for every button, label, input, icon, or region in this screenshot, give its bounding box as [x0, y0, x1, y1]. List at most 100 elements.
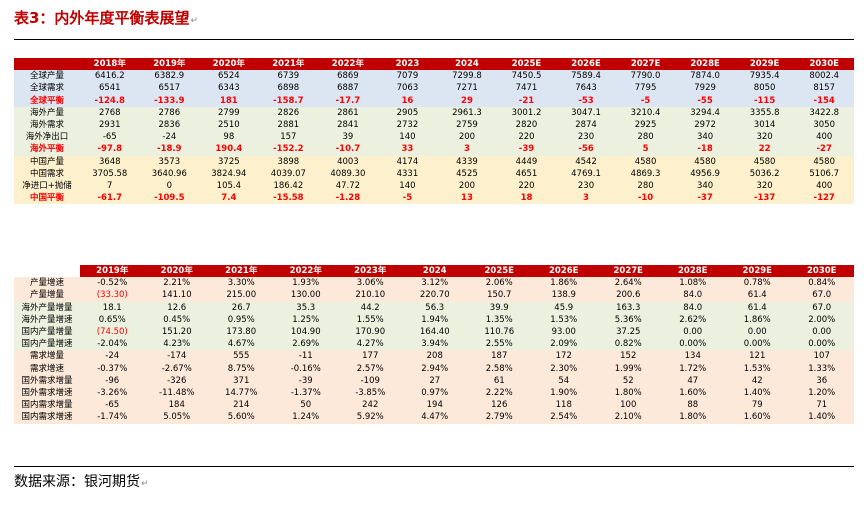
table-cell: 230: [556, 180, 616, 193]
table-cell: 61.4: [725, 301, 790, 314]
paragraph-mark: ↵: [190, 16, 198, 26]
table-cell: 1.93%: [273, 277, 338, 290]
table-cell: -97.8: [80, 143, 140, 156]
table-cell: 7271: [437, 82, 497, 95]
table-cell: 280: [615, 180, 676, 193]
column-header: 2021年: [209, 265, 274, 278]
table-cell: 2.30%: [531, 362, 596, 375]
table-cell: 79: [725, 399, 790, 412]
table-cell: 2.57%: [338, 362, 403, 375]
table-cell: 47: [660, 374, 725, 388]
table-cell: 4339: [437, 155, 497, 168]
table-cell: 2.94%: [402, 362, 467, 375]
table-cell: -158.7: [258, 94, 319, 107]
table-cell: 1.72%: [660, 362, 725, 375]
table-cell: 7935.4: [734, 70, 795, 83]
table-row: 中国平衡 -61.7 -109.5 7.4 -15.58 -1.28 -5 13 18 3 -10-…: [14, 192, 854, 205]
table-cell: 67.0: [789, 289, 854, 302]
table-cell: 2.21%: [144, 277, 209, 290]
table-cell: 130.00: [273, 289, 338, 302]
table-cell: 6887: [318, 82, 378, 95]
row-label: 全球平衡: [14, 94, 80, 107]
table-cell: 27: [402, 374, 467, 388]
table-cell: 3050: [794, 119, 854, 132]
table-cell: 0.97%: [402, 387, 467, 400]
table-cell: -2.04%: [80, 338, 145, 351]
table-cell: 3294.4: [675, 106, 735, 120]
table-cell: 208: [402, 350, 467, 363]
table-cell: -0.37%: [80, 362, 145, 375]
table-cell: 1.55%: [338, 313, 403, 327]
table-row: 国内需求增速 -1.74% 5.05% 5.60% 1.24% 5.92% 4.47% 2.7…: [14, 411, 854, 424]
table-cell: 184: [144, 399, 209, 412]
table-cell: 47.72: [318, 180, 378, 193]
row-label: 国内需求增速: [14, 411, 80, 424]
table-cell: 4.47%: [402, 411, 467, 424]
column-header: 2022年: [273, 265, 338, 278]
table-cell: 0.95%: [209, 313, 274, 327]
row-label: 全球产量: [14, 70, 80, 83]
column-header: 2028E: [660, 265, 725, 278]
table-cell: 104.90: [273, 326, 338, 339]
table-cell: -24: [80, 350, 145, 363]
row-label: 海外产量增量: [14, 301, 80, 314]
table-cell: 2799: [199, 106, 259, 120]
table-cell: 140: [377, 131, 438, 144]
table-cell: 61.4: [725, 289, 790, 302]
table-cell: 187: [467, 350, 532, 363]
table-cell: 371: [209, 374, 274, 388]
table-cell: 6524: [199, 70, 259, 83]
table-cell: 1.24%: [273, 411, 338, 424]
column-header: 2029E: [734, 58, 795, 71]
table-cell: 2.69%: [273, 338, 338, 351]
column-header: 2025E: [467, 265, 532, 278]
table-cell: -3.26%: [80, 387, 145, 400]
source-note: 数据来源：银河期货↵: [14, 470, 149, 494]
table-cell: 6416.2: [80, 70, 140, 83]
table-cell: 14.77%: [209, 387, 274, 400]
table-cell: 29: [437, 94, 497, 107]
table-cell: 7299.8: [437, 70, 497, 83]
table-row: 全球平衡 -124.8 -133.9 181 -158.7 -17.7 16 29 -21 -53…: [14, 94, 854, 107]
row-label: 产量增速: [14, 277, 80, 290]
table-cell: 0.84%: [789, 277, 854, 290]
table-cell: 0.00: [660, 326, 725, 339]
column-header: 2020年: [199, 58, 259, 71]
table-cell: 7079: [377, 70, 438, 83]
table-cell: 2.64%: [596, 277, 661, 290]
growth-table: 2019年 2020年 2021年 2022年 2023年 2024 2025E 2026E 2…: [14, 265, 854, 424]
row-label: 国外需求增量: [14, 374, 80, 388]
table-cell: 6869: [318, 70, 378, 83]
table-cell: 8050: [734, 82, 795, 95]
table-cell: 2874: [556, 119, 616, 132]
table-cell: 126: [467, 399, 532, 412]
table-cell: 4003: [318, 155, 378, 168]
column-header: 2019年: [139, 58, 200, 71]
table-cell: 3: [437, 143, 497, 156]
table-cell: 84.0: [660, 289, 725, 302]
table-cell: 7874.0: [675, 70, 735, 83]
table-cell: -152.2: [258, 143, 319, 156]
table-cell: 320: [734, 180, 795, 193]
table-cell: 5: [615, 143, 676, 156]
table-cell: -1.74%: [80, 411, 145, 424]
column-header: 2021年: [258, 58, 319, 71]
table-cell: 2.54%: [531, 411, 596, 424]
column-header: 2028E: [675, 58, 735, 71]
table-cell: 400: [794, 180, 854, 193]
table-row: 产量增量 (33.30) 141.10 215.00 130.00 210.10 220.7…: [14, 289, 854, 302]
table-cell: -96: [80, 374, 145, 388]
table-cell: -11.48%: [144, 387, 209, 400]
table-cell: 7450.5: [496, 70, 557, 83]
table-cell: 61: [467, 374, 532, 388]
table-cell: 0.65%: [80, 313, 145, 327]
table-cell: -0.52%: [80, 277, 145, 290]
table-cell: 3705.58: [80, 167, 140, 181]
table-cell: (74.50): [80, 326, 145, 339]
table-cell: 220: [496, 131, 557, 144]
table-cell: 140: [377, 180, 438, 193]
column-header: 2026E: [556, 58, 616, 71]
table-row: 全球需求 6541 6517 6343 6898 6887 7063 7271 7471 7643…: [14, 82, 854, 95]
table-cell: 4.27%: [338, 338, 403, 351]
table-row: 海外产量增量 18.1 12.6 26.7 35.3 44.2 56.3 39.9 45.9 16…: [14, 301, 854, 314]
